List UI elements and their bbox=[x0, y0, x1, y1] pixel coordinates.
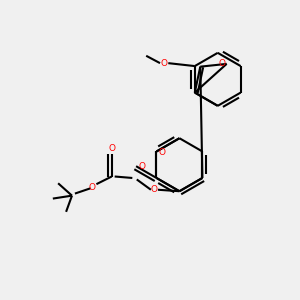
Text: O: O bbox=[219, 59, 226, 68]
Text: O: O bbox=[88, 183, 95, 192]
Text: O: O bbox=[108, 144, 115, 153]
Text: O: O bbox=[139, 162, 145, 171]
Text: O: O bbox=[158, 148, 165, 158]
Text: O: O bbox=[151, 185, 158, 194]
Text: O: O bbox=[160, 58, 167, 68]
